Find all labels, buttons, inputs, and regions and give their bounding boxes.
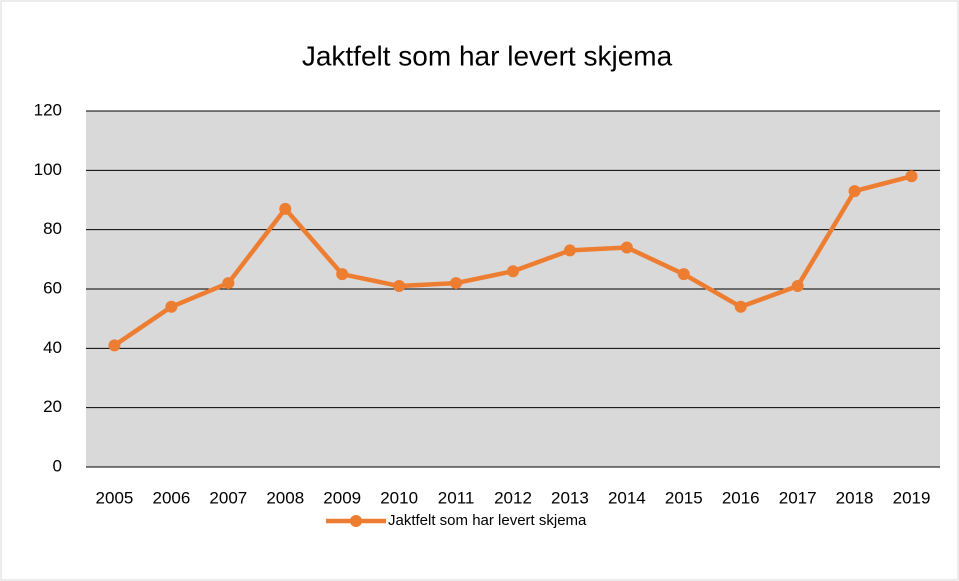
legend-marker (350, 515, 362, 527)
x-tick-label: 2005 (96, 488, 134, 507)
point (563, 244, 576, 257)
x-tick-label: 2010 (380, 488, 418, 507)
y-tick-label: 60 (43, 278, 62, 297)
point (336, 268, 349, 281)
x-tick-label: 2015 (665, 488, 703, 507)
point (279, 202, 292, 215)
point (620, 241, 633, 254)
y-tick-label: 40 (43, 338, 62, 357)
point (393, 280, 406, 293)
point (222, 277, 235, 290)
y-tick-label: 20 (43, 397, 62, 416)
point (905, 170, 918, 183)
y-tick-label: 0 (53, 456, 62, 475)
chart-title: Jaktfelt som har levert skjema (302, 40, 673, 71)
point (108, 339, 121, 352)
x-tick-label: 2016 (722, 488, 760, 507)
x-tick-label: 2008 (266, 488, 304, 507)
x-tick-label: 2013 (551, 488, 589, 507)
x-tick-label: 2009 (323, 488, 361, 507)
x-tick-label: 2011 (438, 488, 475, 507)
point (677, 268, 690, 281)
x-tick-label: 2017 (779, 488, 817, 507)
x-tick-label: 2012 (494, 488, 532, 507)
legend-label: Jaktfelt som har levert skjema (388, 512, 587, 529)
x-tick-label: 2006 (152, 488, 190, 507)
point (450, 277, 463, 290)
point (165, 300, 178, 313)
x-tick-label: 2014 (608, 488, 646, 507)
x-tick-label: 2018 (836, 488, 874, 507)
x-tick-label: 2007 (209, 488, 247, 507)
y-tick-label: 120 (34, 100, 62, 119)
point (507, 265, 519, 278)
point (848, 185, 861, 198)
y-tick-label: 80 (43, 219, 62, 238)
y-tick-label: 100 (34, 160, 62, 179)
point (734, 300, 747, 313)
x-tick-label: 2019 (893, 488, 931, 507)
point (791, 280, 804, 293)
